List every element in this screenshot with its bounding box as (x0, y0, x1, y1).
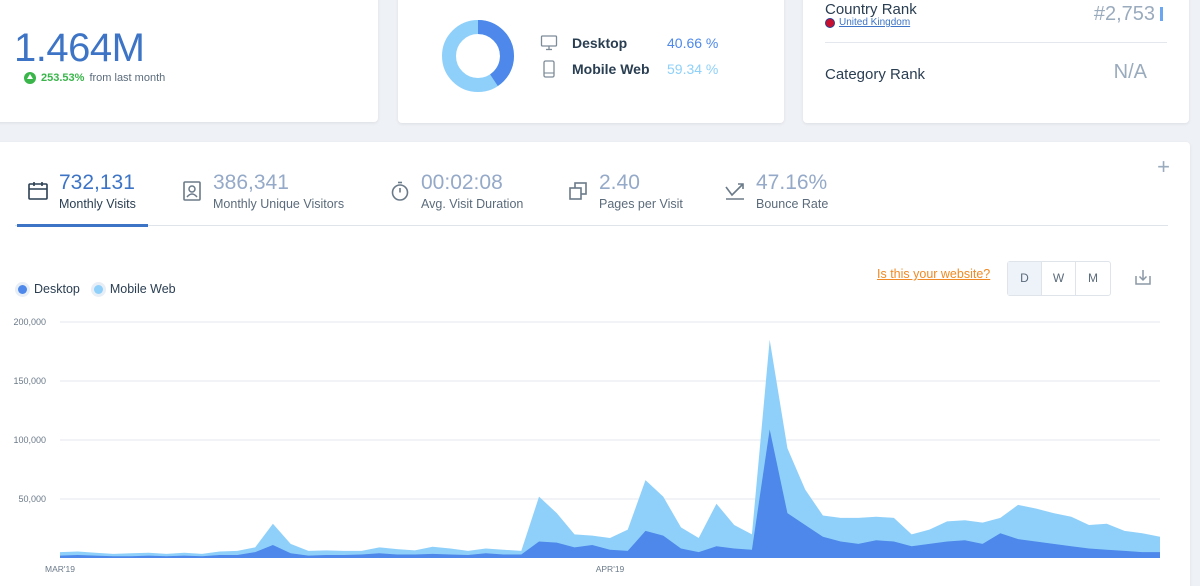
donut-desktop-slice (442, 20, 514, 92)
country-rank-label: Country Rank (825, 1, 917, 18)
change-text: from last month (89, 72, 166, 84)
country-rank-value: #2,753 (1093, 3, 1155, 25)
category-rank-value: N/A (1113, 61, 1147, 83)
desktop-label: Desktop (572, 35, 628, 51)
pages-per-visit-label: Pages per Visit (599, 197, 683, 211)
y-tick-label: 150,000 (13, 376, 46, 386)
unique-visitors-value: 386,341 (213, 171, 289, 194)
series-desktop-area (60, 429, 1160, 558)
pages-per-visit-value: 2.40 (599, 171, 640, 194)
is-this-your-website-link[interactable]: Is this your website? (877, 267, 991, 281)
legend-mobile-label: Mobile Web (109, 282, 176, 296)
y-tick-label: 100,000 (13, 435, 46, 445)
category-rank-label: Category Rank (825, 66, 926, 83)
similarweb-logo-icon (72, 522, 92, 542)
tab-monthly-visits[interactable]: 732,131 Monthly Visits (17, 170, 148, 227)
mobile-icon (543, 60, 555, 78)
mobile-label: Mobile Web (572, 61, 650, 77)
desktop-share-row: Desktop 40.66 % (540, 34, 718, 52)
legend-desktop-label: Desktop (34, 282, 80, 296)
legend-desktop[interactable]: Desktop (18, 282, 80, 296)
granularity-month-button[interactable]: M (1088, 271, 1098, 285)
tab-pages-per-visit[interactable]: 2.40 Pages per Visit (567, 170, 683, 226)
total-visits-value: 1.464M (14, 26, 145, 70)
tab-unique-visitors[interactable]: 386,341 Monthly Unique Visitors (181, 170, 344, 226)
traffic-overview-card: + 732,131 Monthly Visits 386,341 Mont (0, 142, 1190, 586)
unique-visitors-label: Monthly Unique Visitors (213, 197, 345, 211)
calendar-icon (28, 182, 48, 200)
device-share-card: Desktop 40.66 % Mobile Web 59.34 % (398, 0, 784, 123)
country-link[interactable]: United Kingdom (825, 17, 910, 28)
change-percent: 253.53% (41, 72, 85, 84)
bounce-icon (725, 183, 744, 200)
x-tick-label: MAR'19 (45, 564, 75, 574)
traffic-area-chart: 200,000 150,000 100,000 50,000 MAR'19 APR'19 (13, 317, 1160, 574)
visits-change: 253.53% from last month (24, 72, 165, 84)
legend-desktop-dot (18, 284, 27, 294)
legend-mobile[interactable]: Mobile Web (93, 282, 176, 296)
mobile-percent: 59.34 % (667, 61, 719, 77)
y-tick-label: 50,000 (18, 494, 46, 504)
total-visits-card: 1.464M 253.53% from last month (0, 0, 378, 122)
desktop-percent: 40.66 % (667, 35, 719, 51)
tab-bounce-rate[interactable]: 47.16% Bounce Rate (724, 170, 828, 226)
similarweb-watermark: SimilarWeb (72, 519, 211, 545)
x-tick-label: APR'19 (596, 564, 625, 574)
legend-mobile-dot (93, 284, 103, 294)
monthly-visits-value: 732,131 (59, 171, 135, 194)
id-card-icon (183, 181, 201, 201)
download-icon[interactable] (1134, 268, 1152, 286)
pages-icon (569, 182, 587, 200)
arrow-up-icon (24, 72, 36, 84)
monthly-visits-label: Monthly Visits (59, 197, 136, 211)
granularity-day-button[interactable]: D (1008, 262, 1042, 295)
rank-card: Country Rank United Kingdom #2,753 Categ… (803, 0, 1189, 123)
tab-visit-duration[interactable]: 00:02:08 Avg. Visit Duration (389, 170, 523, 226)
chart-legend: Desktop Mobile Web (18, 282, 176, 296)
mobile-share-row: Mobile Web 59.34 % (540, 60, 718, 78)
country-name[interactable]: United Kingdom (839, 17, 911, 28)
watermark-text: SimilarWeb (96, 519, 211, 544)
visit-duration-label: Avg. Visit Duration (421, 197, 524, 211)
y-tick-label: 200,000 (13, 317, 46, 327)
rank-trend-bar (1160, 7, 1163, 21)
desktop-icon (540, 35, 558, 51)
series-mobile-area (60, 339, 1160, 558)
bounce-rate-value: 47.16% (756, 171, 828, 194)
uk-flag-icon (825, 17, 835, 28)
granularity-selector: D W M (1007, 261, 1111, 296)
metric-tabs: 732,131 Monthly Visits 386,341 Monthly U… (15, 170, 1168, 227)
rank-divider (825, 42, 1167, 43)
visit-duration-value: 00:02:08 (421, 171, 503, 194)
bounce-rate-label: Bounce Rate (756, 197, 829, 211)
stopwatch-icon (391, 181, 409, 201)
add-icon[interactable]: + (1157, 154, 1170, 179)
device-donut-chart (442, 20, 514, 92)
granularity-week-button[interactable]: W (1042, 262, 1076, 295)
